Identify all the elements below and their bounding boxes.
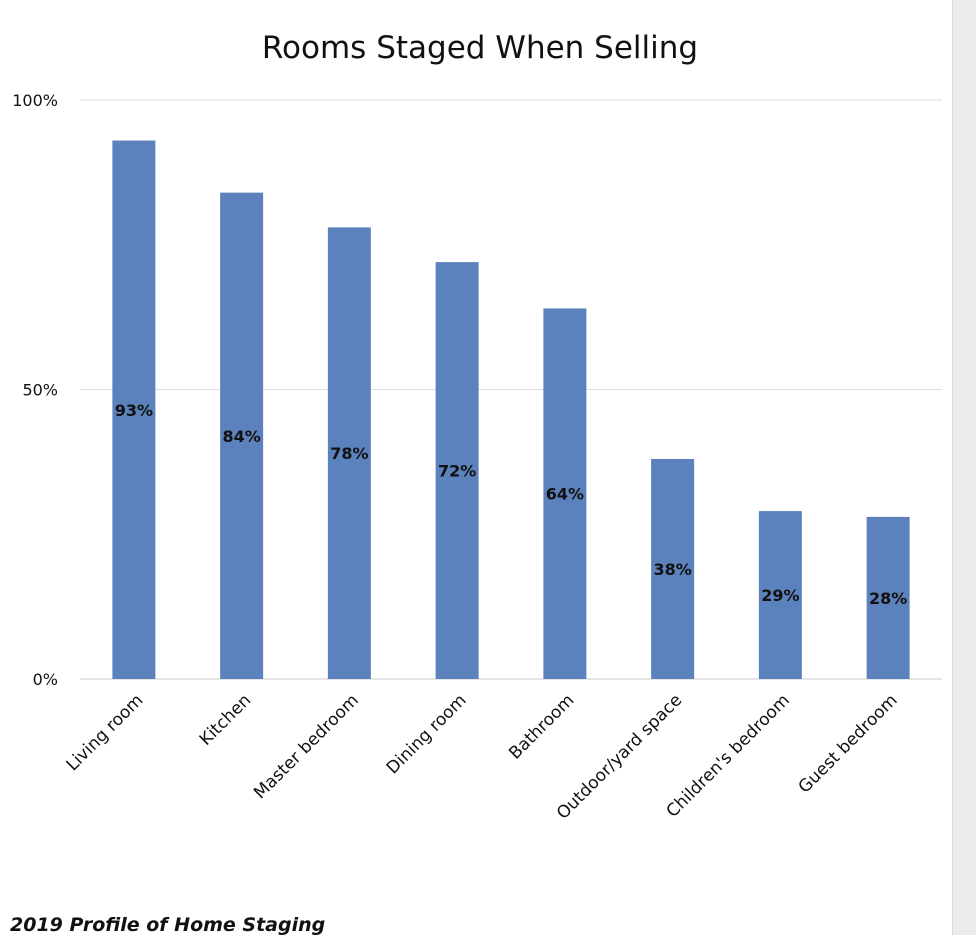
data-label: 38% <box>653 560 691 579</box>
page-edge <box>952 0 976 935</box>
x-category-label: Master bedroom <box>250 690 363 803</box>
bar <box>435 262 479 679</box>
y-tick-label: 100% <box>12 91 58 110</box>
data-label: 93% <box>115 401 153 420</box>
chart-title: Rooms Staged When Selling <box>261 30 699 66</box>
bar <box>543 308 587 679</box>
bar <box>866 516 910 679</box>
data-label: 84% <box>222 427 260 446</box>
data-label: 29% <box>761 586 799 605</box>
y-axis-ticks: 0% 50% 100% <box>12 91 58 689</box>
data-label: 72% <box>438 462 476 481</box>
x-category-label: Living room <box>63 690 148 775</box>
bar <box>651 458 695 679</box>
x-category-label: Bathroom <box>505 690 578 763</box>
source-note: 2019 Profile of Home Staging <box>10 914 326 936</box>
y-tick-label: 0% <box>33 670 58 689</box>
y-tick-label: 50% <box>22 381 58 400</box>
bar <box>112 140 156 679</box>
data-labels: 93% 84% 78% 72% 64% 38% 29% 28% <box>115 401 908 608</box>
x-category-label: Kitchen <box>196 690 255 749</box>
x-category-label: Guest bedroom <box>795 690 902 797</box>
x-category-label: Children's bedroom <box>663 690 794 821</box>
bars <box>112 140 910 679</box>
bar <box>220 192 264 679</box>
bar <box>327 227 371 679</box>
gridlines <box>80 99 942 680</box>
bar <box>758 511 802 679</box>
x-category-label: Dining room <box>383 690 471 778</box>
data-label: 78% <box>330 444 368 463</box>
data-label: 28% <box>869 589 907 608</box>
data-label: 64% <box>546 485 584 504</box>
